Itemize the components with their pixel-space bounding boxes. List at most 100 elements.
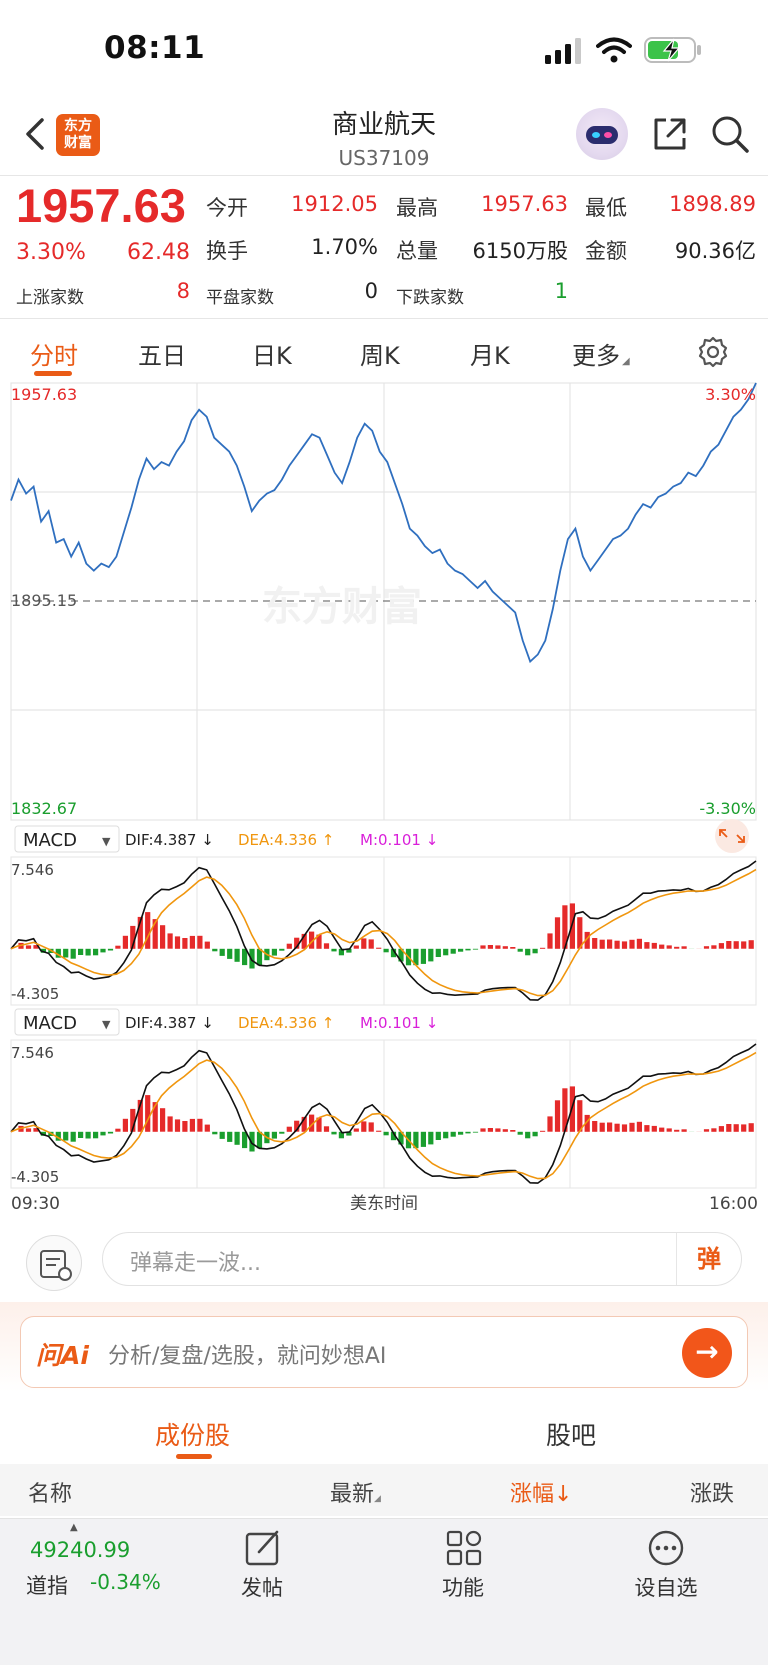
stock-chart-area[interactable]: 东方财富 1957.63 1895.15 1832.67 3.30% -3.30… <box>0 380 768 1210</box>
index-change-pct[interactable]: -0.34% <box>90 1570 161 1594</box>
macd-bar <box>443 948 449 956</box>
price-axis-max: 1957.63 <box>11 385 77 404</box>
caret-down-icon: ◢ <box>622 356 630 367</box>
macd-bar <box>614 1123 620 1132</box>
tab-constituents[interactable]: 成份股 <box>155 1421 231 1450</box>
macd-bar <box>465 1131 471 1134</box>
ai-robot-avatar[interactable] <box>576 108 628 160</box>
macd-bar <box>249 948 255 969</box>
index-value[interactable]: 49240.99 <box>30 1538 131 1562</box>
tab-more[interactable]: 更多 ◢ <box>572 336 630 371</box>
macd-bar <box>279 1131 285 1134</box>
battery-charging-icon <box>644 37 701 63</box>
macd-bar <box>212 1131 218 1135</box>
macd-dea-1: DEA:4.336 ↑ <box>238 831 334 849</box>
macd-bar <box>63 1131 69 1141</box>
col-change[interactable]: 涨跌 <box>690 1482 735 1507</box>
time-axis-end: 16:00 <box>709 1194 758 1210</box>
macd-panel-1: 7.546 -4.305 <box>10 856 757 1006</box>
macd-bar <box>338 1131 344 1139</box>
tab-forum[interactable]: 股吧 <box>546 1421 597 1450</box>
macd-bar <box>659 944 665 949</box>
macd-bar <box>152 919 158 949</box>
macd-bar <box>234 948 240 962</box>
macd-panel-2: 7.546 -4.305 <box>10 1039 757 1189</box>
macd-bar <box>294 1120 300 1132</box>
macd-bar <box>733 1124 739 1132</box>
macd-bar <box>338 948 344 956</box>
nav-features[interactable]: 功能 <box>442 1576 484 1600</box>
more-dots-icon[interactable] <box>646 1528 686 1568</box>
macd-bar <box>741 1124 747 1132</box>
settings-gear-icon[interactable] <box>696 335 730 369</box>
macd-bar <box>189 1118 195 1132</box>
macd-bar <box>197 1118 203 1132</box>
macd-bar <box>294 937 300 949</box>
macd-bar <box>55 948 61 958</box>
macd-bar <box>726 1124 732 1132</box>
macd-bar <box>271 1131 277 1139</box>
nav-divider <box>0 175 768 176</box>
ai-ask-input[interactable] <box>20 1316 748 1388</box>
macd-bar <box>495 1128 501 1132</box>
macd-bar <box>532 1131 538 1137</box>
back-arrow-icon[interactable] <box>22 114 50 154</box>
danmu-send-button[interactable]: 弹 <box>676 1233 741 1285</box>
macd-bar <box>614 940 620 949</box>
nav-add-watchlist[interactable]: 设自选 <box>634 1576 698 1600</box>
macd-bar <box>40 1131 46 1136</box>
macd-bar <box>100 1131 106 1136</box>
section-tab-underline <box>176 1454 212 1459</box>
macd-bar <box>480 1128 486 1132</box>
index-name[interactable]: 道指 <box>26 1574 68 1598</box>
tab-five-day[interactable]: 五日 <box>138 342 186 370</box>
macd-bar <box>584 931 590 949</box>
macd-bar <box>271 948 277 956</box>
macd-bar <box>301 1116 307 1132</box>
low-label: 最低 <box>585 196 627 220</box>
ai-submit-button[interactable]: → <box>682 1328 732 1378</box>
macd-dif-2: DIF:4.387 ↓ <box>125 1014 214 1032</box>
amount-label: 金额 <box>585 239 627 263</box>
decliners-label: 下跌家数 <box>396 288 464 308</box>
search-icon[interactable] <box>710 114 750 154</box>
tab-intraday[interactable]: 分时 <box>30 342 78 370</box>
danmu-input[interactable] <box>102 1232 742 1286</box>
macd-bar <box>368 1122 374 1132</box>
macd-bar <box>55 1131 61 1141</box>
sort-icon: ◢ <box>374 1494 381 1504</box>
tab-daily-k[interactable]: 日K <box>252 342 292 370</box>
macd-bar <box>33 945 39 949</box>
table-header <box>0 1464 768 1516</box>
advancers-label: 上涨家数 <box>16 288 84 308</box>
macd-bar <box>540 1130 546 1132</box>
decliners-value: 1 <box>554 279 568 303</box>
macd-bar <box>420 948 426 964</box>
tab-monthly-k[interactable]: 月K <box>470 342 510 370</box>
app-logo-text: 东方财富 <box>64 118 92 151</box>
signal-icon <box>545 38 581 64</box>
post-edit-icon[interactable] <box>243 1528 283 1568</box>
macd-bar <box>636 1121 642 1132</box>
macd-bar <box>78 948 84 955</box>
macd-bar <box>428 1131 434 1145</box>
features-grid-icon[interactable] <box>444 1528 484 1568</box>
macd-bar <box>256 1131 263 1149</box>
macd-bar <box>174 1119 181 1132</box>
pct-axis-max: 3.30% <box>705 385 756 404</box>
macd-bar <box>472 1131 479 1133</box>
change-value: 62.48 <box>127 240 190 265</box>
tab-weekly-k[interactable]: 周K <box>360 342 400 370</box>
macd-bar <box>465 948 471 951</box>
col-name[interactable]: 名称 <box>28 1482 73 1507</box>
share-icon[interactable] <box>650 114 690 154</box>
macd-bar <box>301 933 307 949</box>
macd-bar <box>458 948 464 952</box>
open-value: 1912.05 <box>291 192 378 216</box>
expand-icon <box>719 829 745 843</box>
col-change-pct[interactable]: 涨幅↓ <box>510 1482 573 1507</box>
col-latest[interactable]: 最新◢ <box>330 1476 381 1508</box>
nav-post[interactable]: 发帖 <box>241 1576 283 1600</box>
danmu-settings-button[interactable] <box>26 1235 82 1291</box>
macd-bar <box>331 1131 337 1135</box>
